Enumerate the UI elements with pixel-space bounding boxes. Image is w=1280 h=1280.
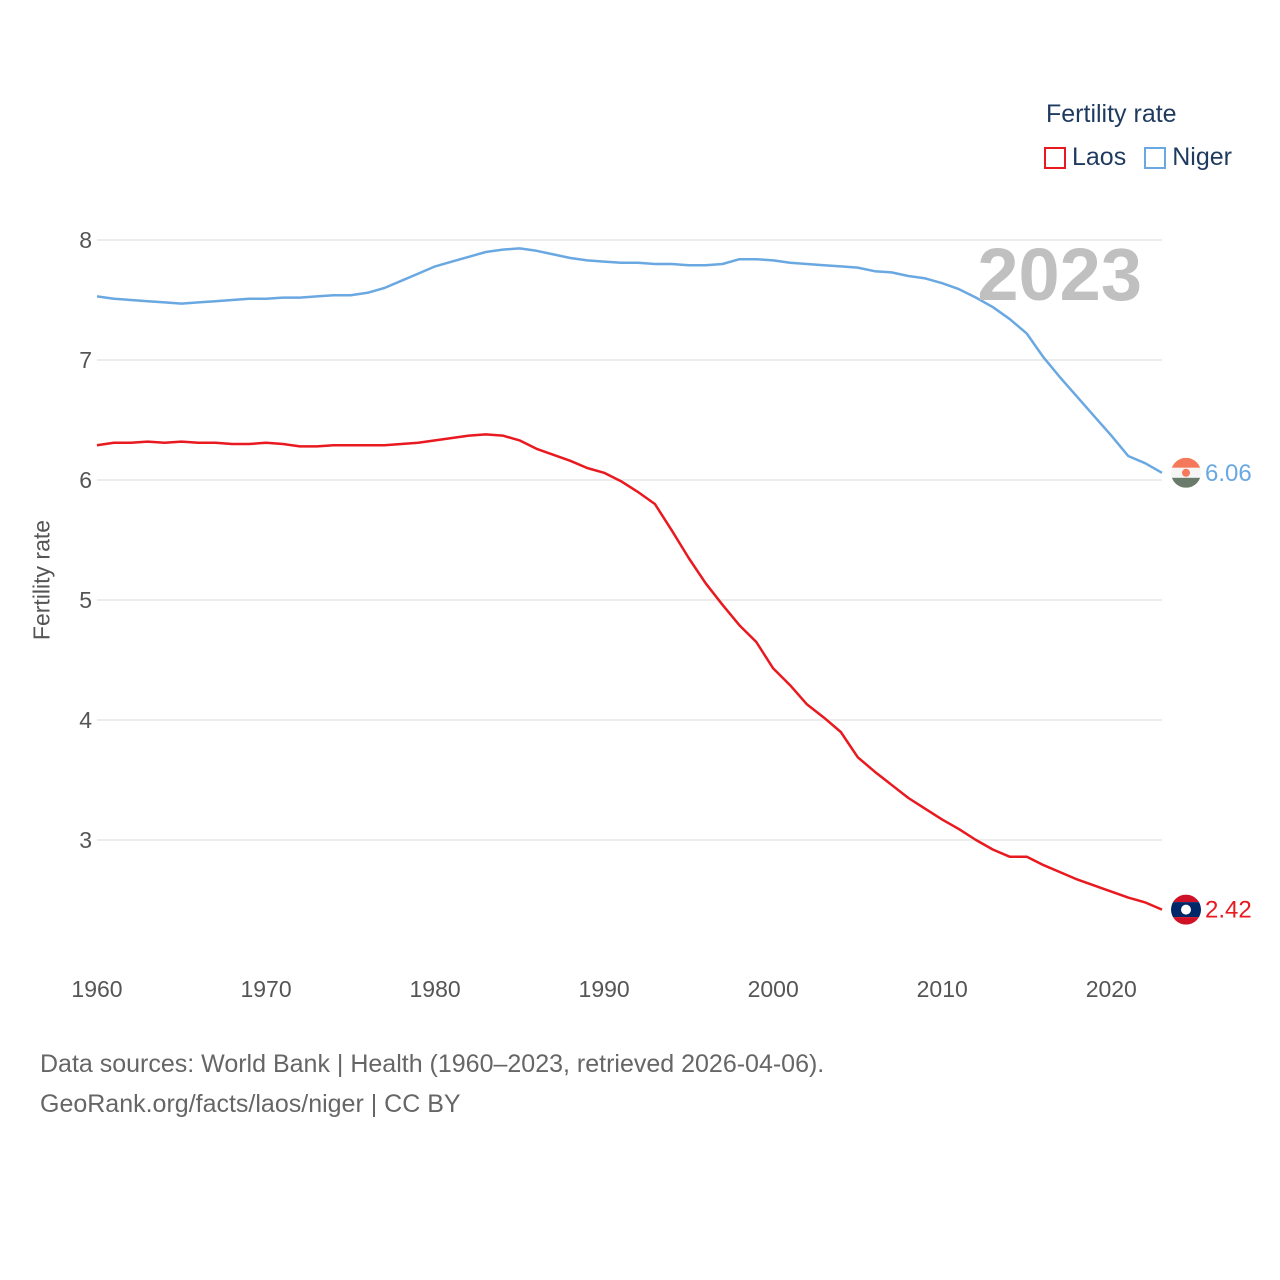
y-axis-label: Fertility rate: [28, 519, 55, 641]
source-note: Data sources: World Bank | Health (1960–…: [40, 1044, 824, 1124]
niger-flag-icon: [1171, 457, 1201, 488]
x-tick-label-1970: 1970: [240, 976, 291, 1002]
legend-swatch-niger: [1144, 146, 1167, 169]
end-label-niger: 6.06: [1205, 460, 1252, 487]
x-tick-label-2010: 2010: [917, 976, 968, 1002]
end-label-laos: 2.42: [1205, 897, 1252, 924]
y-tick-label-8: 8: [79, 227, 92, 253]
legend-label-laos: Laos: [1072, 143, 1127, 171]
legend-label-niger: Niger: [1172, 143, 1232, 171]
legend-swatch-laos: [1044, 146, 1066, 169]
legend: Laos Niger: [1044, 143, 1250, 172]
year-stamp: 2023: [977, 233, 1142, 316]
source-line-2[interactable]: GeoRank.org/facts/laos/niger | CC BY: [40, 1090, 461, 1118]
series-line-laos: [96, 433, 1163, 911]
x-tick-label-2000: 2000: [748, 976, 799, 1002]
series-line-niger: [96, 247, 1163, 474]
legend-item-laos[interactable]: Laos: [1044, 143, 1126, 172]
y-tick-label-7: 7: [79, 347, 92, 373]
y-tick-label-6: 6: [79, 467, 92, 493]
y-tick-label-3: 3: [79, 827, 92, 853]
legend-title: Fertility rate: [1046, 100, 1177, 128]
x-tick-label-2020: 2020: [1086, 976, 1137, 1002]
source-line-1: Data sources: World Bank | Health (1960–…: [40, 1050, 825, 1078]
x-tick-label-1960: 1960: [71, 976, 122, 1002]
x-tick-label-1980: 1980: [410, 976, 461, 1002]
legend-item-niger[interactable]: Niger: [1144, 143, 1232, 172]
y-tick-label-5: 5: [79, 587, 92, 613]
y-tick-label-4: 4: [79, 707, 92, 733]
laos-flag-icon: [1171, 894, 1201, 925]
x-tick-label-1990: 1990: [579, 976, 630, 1002]
